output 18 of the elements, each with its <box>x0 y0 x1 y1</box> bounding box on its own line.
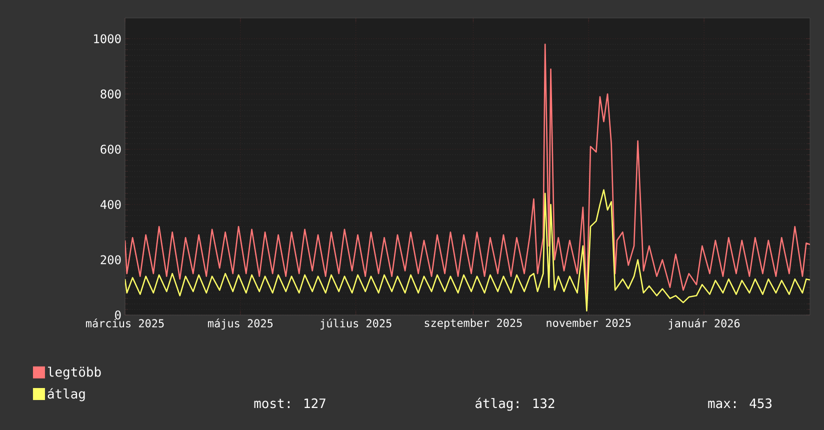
x-tick-label: szeptember 2025 <box>424 318 522 330</box>
x-tick-label: március 2025 <box>86 318 164 328</box>
y-tick-label: 1000 <box>94 34 121 44</box>
y-tick-label: 200 <box>100 255 121 264</box>
y-tick-label: 0 <box>115 310 121 320</box>
text: max: 453 <box>708 398 772 408</box>
text: most: 127 <box>254 398 326 408</box>
x-tick-label: november 2025 <box>546 318 631 327</box>
x-tick-label: január 2026 <box>668 318 740 330</box>
x-tick-label: július 2025 <box>320 318 392 330</box>
y-tick-label: 800 <box>100 89 121 98</box>
x-tick-label: május 2025 <box>208 318 273 330</box>
legend-label: átlag <box>48 388 85 402</box>
legend-label: legtöbb <box>48 366 101 380</box>
y-tick-label: 400 <box>100 200 121 210</box>
text: átlag: 132 <box>476 398 554 411</box>
y-tick-label: 600 <box>100 144 121 154</box>
line-series <box>125 189 810 312</box>
